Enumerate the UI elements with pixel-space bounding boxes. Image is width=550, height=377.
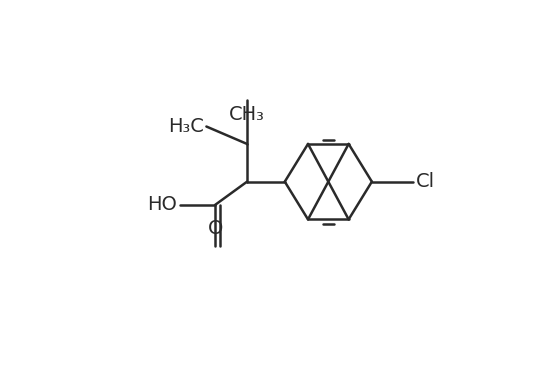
Text: Cl: Cl	[415, 172, 434, 191]
Text: HO: HO	[147, 195, 177, 215]
Text: CH₃: CH₃	[229, 105, 265, 124]
Text: O: O	[207, 219, 223, 238]
Text: H₃C: H₃C	[168, 117, 204, 136]
